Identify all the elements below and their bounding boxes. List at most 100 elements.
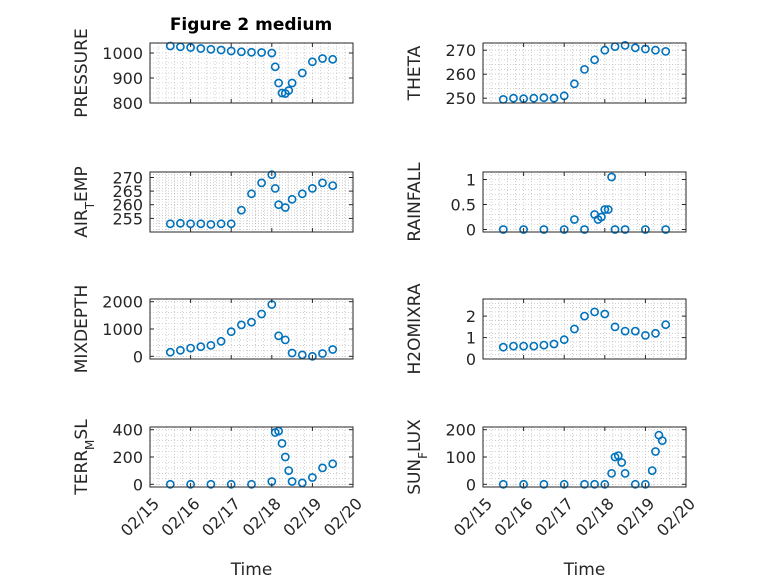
y-tick-label: 900 bbox=[112, 69, 143, 88]
data-point bbox=[307, 351, 317, 361]
axes-frame bbox=[482, 42, 687, 104]
x-tick-label: 02/18 bbox=[239, 494, 285, 540]
data-point bbox=[277, 438, 287, 448]
data-point bbox=[600, 205, 610, 214]
data-point bbox=[600, 309, 610, 319]
data-point bbox=[613, 451, 623, 460]
x-tick-label: 02/15 bbox=[117, 494, 163, 540]
data-point bbox=[641, 225, 650, 234]
axes-frame bbox=[149, 171, 354, 233]
data-point bbox=[216, 336, 226, 346]
data-point bbox=[519, 479, 528, 489]
data-point bbox=[590, 307, 599, 317]
plot-area bbox=[483, 172, 686, 232]
data-point bbox=[226, 219, 236, 229]
axes-frame bbox=[482, 298, 687, 360]
data-point bbox=[165, 347, 175, 357]
y-tick-label: 800 bbox=[112, 94, 143, 113]
y-tick-label: 260 bbox=[112, 196, 143, 215]
data-point bbox=[284, 86, 294, 95]
data-point bbox=[257, 178, 266, 188]
data-point bbox=[280, 335, 290, 345]
data-point bbox=[570, 324, 579, 334]
data-point bbox=[328, 459, 338, 469]
rainfall-ylabel: RAINFALL bbox=[405, 162, 425, 242]
data-point bbox=[539, 93, 549, 103]
data-point bbox=[590, 479, 599, 489]
y-tick-label: 0.5 bbox=[451, 196, 476, 215]
data-point bbox=[600, 479, 610, 489]
data-point bbox=[509, 93, 518, 103]
data-point bbox=[549, 93, 559, 103]
data-point bbox=[280, 203, 290, 212]
data-point bbox=[328, 345, 338, 354]
data-point bbox=[287, 78, 297, 88]
terr-msl-plot: TERRMSLTime020040002/1502/1602/1702/1802… bbox=[72, 419, 366, 580]
y-tick-label: 0 bbox=[466, 221, 476, 240]
grid bbox=[482, 172, 687, 232]
x-tick-label: 02/17 bbox=[198, 494, 244, 540]
data-point bbox=[607, 468, 616, 478]
data-point bbox=[206, 44, 216, 54]
data-point bbox=[570, 79, 579, 89]
data-point bbox=[247, 479, 256, 489]
y-tick-label: 1 bbox=[466, 171, 476, 190]
data-point bbox=[270, 62, 280, 72]
data-point bbox=[603, 205, 613, 214]
data-point bbox=[580, 479, 589, 489]
data-point bbox=[630, 326, 640, 336]
data-markers bbox=[498, 307, 671, 352]
data-point bbox=[559, 225, 569, 234]
rainfall-plot: RAINFALL 0 0.5 1 bbox=[405, 162, 687, 242]
data-point bbox=[661, 47, 671, 56]
sun-flux-xlabel: Time bbox=[563, 560, 606, 580]
data-point bbox=[559, 335, 569, 345]
data-point bbox=[247, 47, 256, 57]
grid bbox=[482, 427, 687, 487]
data-point bbox=[284, 466, 294, 475]
theta-ylabel: THETA bbox=[405, 45, 425, 101]
data-point bbox=[196, 342, 206, 352]
y-tick-label: 1 bbox=[466, 329, 476, 348]
y-tick-label: 265 bbox=[112, 182, 143, 201]
data-point bbox=[529, 93, 539, 103]
sun-flux-ylabel: SUNFLUX bbox=[405, 419, 430, 495]
y-tick-label: 260 bbox=[445, 65, 476, 84]
h2omixra-ylabel: H2OMIXRA bbox=[405, 283, 425, 374]
data-markers bbox=[165, 300, 338, 361]
data-point bbox=[590, 55, 599, 65]
data-point bbox=[274, 78, 283, 88]
data-point bbox=[318, 349, 327, 358]
sun-flux-plot: SUNFLUXTime010020002/1502/1602/1702/1802… bbox=[405, 419, 699, 580]
data-point bbox=[186, 343, 195, 353]
data-point bbox=[236, 205, 246, 215]
axes-frame bbox=[482, 171, 687, 233]
data-point bbox=[297, 189, 307, 199]
x-tick-label: 02/15 bbox=[450, 494, 496, 540]
y-tick-label: 100 bbox=[445, 448, 476, 467]
y-tick-label: 270 bbox=[112, 169, 143, 188]
data-point bbox=[307, 183, 317, 193]
data-point bbox=[257, 309, 266, 319]
air-temp-ylabel: AIRTEMP bbox=[72, 166, 97, 237]
y-tick-label: 400 bbox=[112, 421, 143, 440]
data-markers bbox=[165, 41, 338, 98]
data-point bbox=[274, 331, 283, 341]
x-tick-label: 02/16 bbox=[158, 494, 204, 540]
data-point bbox=[597, 212, 606, 222]
y-tick-label: 255 bbox=[112, 209, 143, 228]
data-point bbox=[165, 479, 175, 489]
grid bbox=[482, 299, 687, 359]
data-point bbox=[236, 47, 246, 57]
data-point bbox=[206, 340, 216, 350]
data-point bbox=[196, 44, 206, 53]
data-point bbox=[287, 194, 297, 204]
data-point bbox=[657, 436, 667, 445]
data-point bbox=[226, 327, 236, 337]
y-tick-label: 200 bbox=[112, 448, 143, 467]
data-point bbox=[661, 320, 671, 330]
data-point bbox=[270, 183, 280, 193]
pressure-ylabel: PRESSURE bbox=[72, 28, 92, 117]
data-point bbox=[620, 225, 630, 234]
